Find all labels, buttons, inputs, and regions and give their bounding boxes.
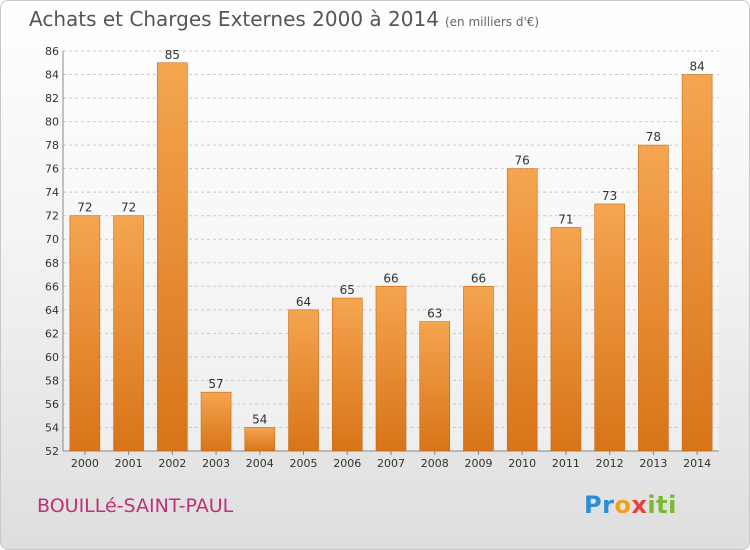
proxiti-logo: Proxiti bbox=[584, 491, 677, 519]
data-label: 57 bbox=[208, 377, 223, 391]
x-tick-label: 2011 bbox=[552, 457, 580, 470]
y-tick-label: 72 bbox=[45, 210, 59, 223]
y-tick-label: 54 bbox=[45, 421, 59, 434]
x-tick-label: 2009 bbox=[464, 457, 492, 470]
y-tick-label: 84 bbox=[45, 69, 59, 82]
chart-title: Achats et Charges Externes 2000 à 2014 (e… bbox=[29, 7, 539, 31]
data-label: 66 bbox=[471, 271, 486, 285]
y-tick-label: 82 bbox=[45, 92, 59, 105]
x-tick-label: 2003 bbox=[202, 457, 230, 470]
y-tick-label: 66 bbox=[45, 280, 59, 293]
bar bbox=[594, 203, 625, 452]
x-tick-label: 2004 bbox=[246, 457, 274, 470]
y-tick-label: 68 bbox=[45, 257, 59, 270]
x-tick-label: 2007 bbox=[377, 457, 405, 470]
y-tick-label: 78 bbox=[45, 139, 59, 152]
logo-part-1: Pr bbox=[584, 491, 615, 519]
data-label: 85 bbox=[165, 48, 180, 62]
x-tick-label: 2013 bbox=[639, 457, 667, 470]
x-tick-label: 2001 bbox=[115, 457, 143, 470]
bar bbox=[375, 285, 407, 452]
x-tick-label: 2014 bbox=[683, 457, 711, 470]
data-label: 72 bbox=[121, 201, 136, 215]
data-label: 63 bbox=[427, 307, 442, 321]
logo-part-4: iti bbox=[647, 491, 677, 519]
bar bbox=[463, 285, 494, 452]
bar bbox=[506, 168, 538, 452]
data-label: 78 bbox=[646, 130, 661, 144]
y-tick-label: 52 bbox=[45, 445, 59, 458]
y-tick-label: 80 bbox=[45, 116, 59, 129]
x-tick-label: 2006 bbox=[333, 457, 361, 470]
data-label: 84 bbox=[689, 60, 704, 74]
y-tick-label: 74 bbox=[45, 186, 59, 199]
data-label: 54 bbox=[252, 412, 267, 426]
data-label: 72 bbox=[77, 201, 92, 215]
x-tick-label: 2010 bbox=[508, 457, 536, 470]
bar bbox=[69, 215, 101, 452]
logo-part-2: o bbox=[614, 491, 632, 519]
data-label: 73 bbox=[602, 189, 617, 203]
bar bbox=[200, 391, 232, 452]
y-tick-label: 60 bbox=[45, 351, 59, 364]
y-tick-label: 56 bbox=[45, 398, 59, 411]
data-label: 71 bbox=[558, 212, 573, 226]
y-tick-label: 86 bbox=[45, 45, 59, 58]
data-label: 66 bbox=[383, 271, 398, 285]
bar bbox=[681, 74, 713, 452]
bar bbox=[244, 427, 276, 452]
y-tick-label: 76 bbox=[45, 163, 59, 176]
commune-name: BOUILLé-SAINT-PAUL bbox=[37, 495, 234, 517]
x-tick-label: 2008 bbox=[421, 457, 449, 470]
x-tick-label: 2012 bbox=[596, 457, 624, 470]
bar bbox=[331, 297, 363, 452]
data-label: 65 bbox=[340, 283, 355, 297]
data-label: 76 bbox=[515, 154, 530, 168]
bar bbox=[288, 309, 319, 452]
x-tick-label: 2005 bbox=[290, 457, 318, 470]
y-tick-label: 62 bbox=[45, 327, 59, 340]
bar bbox=[638, 144, 669, 452]
x-tick-label: 2000 bbox=[71, 457, 99, 470]
chart-unit: (en milliers d'€) bbox=[444, 15, 540, 29]
bar bbox=[419, 321, 451, 452]
y-tick-label: 58 bbox=[45, 374, 59, 387]
bar bbox=[113, 215, 144, 452]
bar bbox=[157, 62, 188, 452]
logo-part-3: x bbox=[631, 491, 648, 519]
y-tick-label: 64 bbox=[45, 304, 59, 317]
data-label: 64 bbox=[296, 295, 311, 309]
bar bbox=[550, 227, 582, 452]
y-tick-label: 70 bbox=[45, 233, 59, 246]
chart-title-text: Achats et Charges Externes 2000 à 2014 bbox=[29, 7, 439, 31]
x-tick-label: 2002 bbox=[158, 457, 186, 470]
